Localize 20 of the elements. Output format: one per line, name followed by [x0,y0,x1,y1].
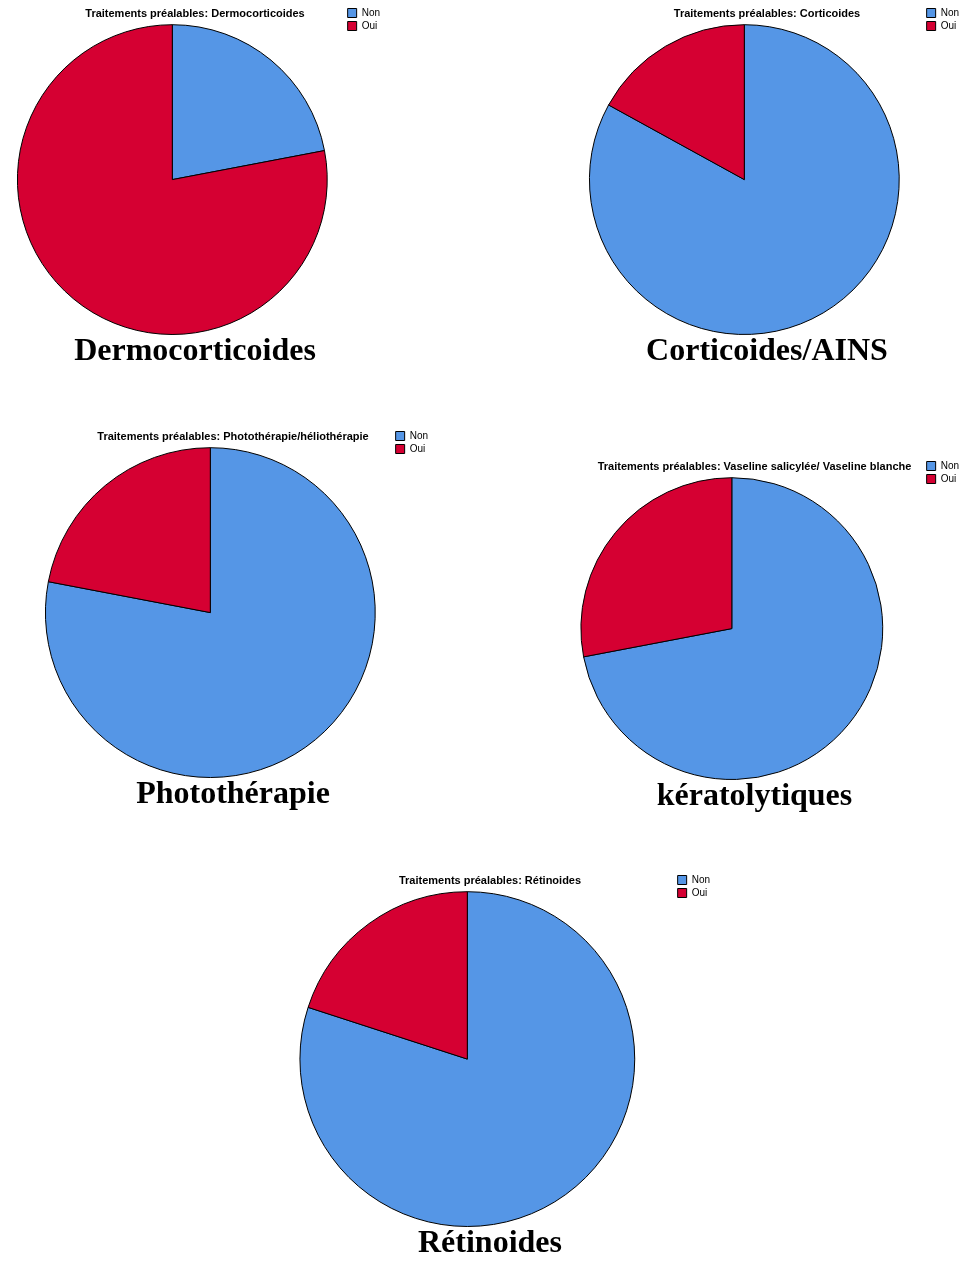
legend-label: Oui [940,19,957,31]
legend-label: Non [691,873,711,885]
legend-label: Non [940,459,960,471]
chart-title: Traitements préalables: Rétinoides [398,873,582,886]
text: Corticoides/AINS [645,331,889,368]
text: Dermocorticoides [73,331,317,368]
chart-title: Traitements préalables: Photothérapie/héliothérapie [97,429,369,442]
chart-title: Traitements préalables: Dermocorticoides [85,6,305,19]
legend-label: Oui [361,19,378,31]
text: Rétinoides [417,1223,563,1260]
legend-label: Oui [940,472,957,484]
legend-label: Oui [691,886,708,898]
chart-title: Traitements préalables: Vaseline salicylée/ Vaseline blanche [597,459,912,472]
legend-label: Oui [409,442,426,454]
legend-label: Non [361,6,381,18]
legend-label: Non [409,429,429,441]
chart-title: Traitements préalables: Corticoides [673,6,861,19]
legend-label: Non [940,6,960,18]
text: kératolytiques [655,776,854,813]
text: Photothérapie [135,774,331,811]
